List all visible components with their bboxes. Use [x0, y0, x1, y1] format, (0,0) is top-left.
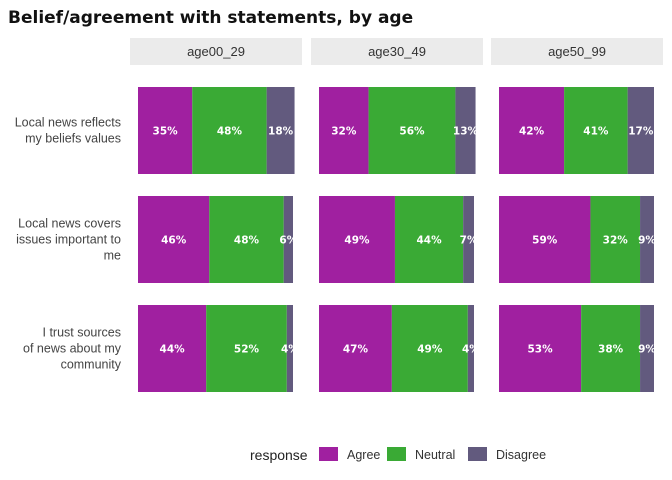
- bar-value-label: 49%: [417, 344, 443, 356]
- category-label: Local news covers issues important to me: [16, 217, 121, 263]
- bar-value-label: 35%: [153, 126, 179, 138]
- bar-value-label: 44%: [416, 235, 442, 247]
- bar-value-label: 56%: [399, 126, 425, 138]
- facet-strip-label: age30_49: [368, 44, 426, 59]
- bar-value-label: 9%: [638, 235, 656, 247]
- bar-value-label: 46%: [161, 235, 187, 247]
- legend-swatch: [468, 447, 487, 461]
- bar-value-label: 53%: [528, 344, 554, 356]
- bar-value-label: 42%: [519, 126, 545, 138]
- bar-segment-agree: [499, 196, 591, 283]
- bar-value-label: 38%: [598, 344, 624, 356]
- legend-label: Neutral: [415, 448, 455, 462]
- bar-value-label: 59%: [532, 235, 558, 247]
- bar-value-label: 13%: [453, 126, 479, 138]
- bar-value-label: 9%: [638, 344, 656, 356]
- legend-swatch: [387, 447, 406, 461]
- bar-segment-disagree: [463, 196, 474, 283]
- bar-segment-neutral: [209, 196, 284, 283]
- legend: response Agree Neutral Disagree: [250, 447, 546, 463]
- bar-value-label: 44%: [160, 344, 186, 356]
- facet-strip: [311, 38, 483, 65]
- legend-item-agree: Agree: [319, 447, 380, 462]
- bar-segment-neutral: [206, 305, 287, 392]
- bar-value-label: 4%: [462, 344, 480, 356]
- legend-item-neutral: Neutral: [387, 447, 455, 462]
- bar-segment-disagree: [627, 87, 654, 174]
- bar-value-label: 48%: [234, 235, 260, 247]
- bar-segment-disagree: [455, 87, 476, 174]
- bar-segment-neutral: [590, 196, 641, 283]
- bar-segment-neutral: [394, 196, 464, 283]
- bar-segment-agree: [138, 305, 207, 392]
- facet-panel-age30_49: age30_49 32% 56% 13% 49% 44% 7% 47% 49% 4%: [311, 38, 483, 392]
- bar-value-label: 7%: [460, 235, 478, 247]
- bar-segment-agree: [319, 87, 369, 174]
- category-label: I trust sources of news about my community: [23, 326, 122, 372]
- legend-label: Disagree: [496, 448, 546, 462]
- bar-value-label: 48%: [217, 126, 243, 138]
- category-label: Local news reflects my beliefs values: [15, 116, 121, 146]
- bar-value-label: 41%: [583, 126, 609, 138]
- facet-panel-age00_29: age00_29 35% 48% 18% 46% 48% 6% 44% 52% 4%: [130, 38, 302, 392]
- bar-value-label: 49%: [344, 235, 370, 247]
- bar-value-label: 32%: [331, 126, 357, 138]
- bar-value-label: 4%: [281, 344, 299, 356]
- legend-swatch: [319, 447, 338, 461]
- bar-segment-disagree: [640, 305, 654, 392]
- bar-value-label: 32%: [603, 235, 629, 247]
- bar-segment-disagree: [266, 87, 295, 174]
- facet-strip-label: age00_29: [187, 44, 245, 59]
- bar-value-label: 17%: [628, 126, 654, 138]
- facet-strip: [491, 38, 663, 65]
- bar-segment-disagree: [640, 196, 654, 283]
- bar-segment-disagree: [467, 305, 474, 392]
- bar-value-label: 6%: [279, 235, 297, 247]
- bar-segment-neutral: [391, 305, 468, 392]
- bar-segment-neutral: [564, 87, 628, 174]
- facet-strip-label: age50_99: [548, 44, 606, 59]
- bar-segment-agree: [499, 305, 582, 392]
- bar-segment-agree: [319, 305, 392, 392]
- chart-title: Belief/agreement with statements, by age: [8, 8, 413, 28]
- bar-segment-agree: [138, 196, 210, 283]
- bar-value-label: 52%: [234, 344, 260, 356]
- bar-value-label: 47%: [343, 344, 369, 356]
- legend-item-disagree: Disagree: [468, 447, 546, 462]
- bar-segment-disagree: [283, 196, 293, 283]
- category-labels: Local news reflects my beliefs values Loca…: [15, 116, 122, 372]
- bar-segment-neutral: [368, 87, 456, 174]
- legend-title: response: [250, 447, 308, 463]
- facet-strip: [130, 38, 302, 65]
- bar-value-label: 18%: [268, 126, 294, 138]
- facet-panel-age50_99: age50_99 42% 41% 17% 59% 32% 9% 53% 38% 9%: [491, 38, 663, 392]
- bar-segment-disagree: [286, 305, 293, 392]
- bar-segment-neutral: [581, 305, 641, 392]
- bar-segment-agree: [138, 87, 193, 174]
- legend-label: Agree: [347, 448, 380, 462]
- bar-segment-agree: [499, 87, 565, 174]
- bar-segment-agree: [319, 196, 395, 283]
- bar-segment-neutral: [192, 87, 267, 174]
